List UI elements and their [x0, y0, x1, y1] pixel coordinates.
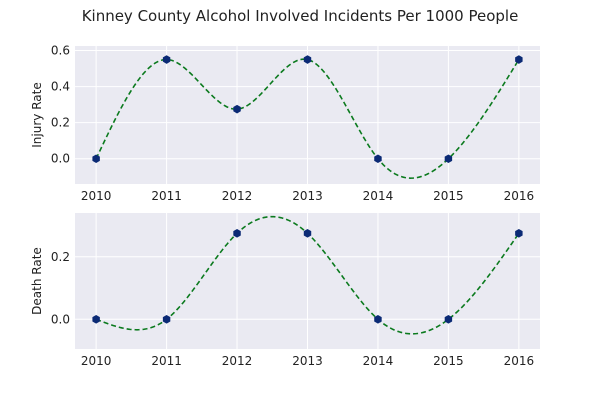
- x-tick-label: 2011: [151, 354, 182, 368]
- x-tick-label: 2012: [222, 354, 253, 368]
- y-tick-label: 0.2: [51, 250, 70, 264]
- x-tick-label: 2016: [504, 354, 535, 368]
- data-point: [444, 315, 453, 324]
- panel-2: 2010 2011 2012 2013 2014 2015 2016 0.0 0.2 Death …: [30, 213, 540, 368]
- data-point: [303, 55, 312, 64]
- x-tick-label: 2016: [504, 189, 535, 203]
- data-point: [162, 55, 171, 64]
- y-axis-label: Death Rate: [30, 247, 44, 315]
- data-point: [162, 315, 171, 324]
- x-tick-label: 2015: [433, 354, 464, 368]
- data-point: [374, 315, 382, 324]
- y-tick-label: 0.6: [51, 44, 70, 58]
- data-point: [92, 154, 100, 164]
- x-tick-label: 2012: [222, 189, 253, 203]
- x-tick-label: 2010: [81, 189, 112, 203]
- x-tick-label: 2013: [292, 354, 323, 368]
- y-tick-label: 0.0: [51, 312, 70, 326]
- data-point: [303, 229, 312, 238]
- data-point: [92, 315, 100, 324]
- data-point: [233, 229, 241, 238]
- x-tick-label: 2015: [433, 189, 464, 203]
- y-tick-label: 0.0: [51, 152, 70, 166]
- data-point: [515, 55, 523, 64]
- x-tick-label: 2014: [363, 354, 394, 368]
- data-point: [515, 229, 523, 238]
- x-tick-label: 2013: [292, 189, 323, 203]
- x-tick-label: 2010: [81, 354, 112, 368]
- data-point: [374, 154, 382, 164]
- y-tick-label: 0.4: [51, 80, 70, 94]
- y-axis-label: Injury Rate: [30, 82, 44, 147]
- chart-title: Kinney County Alcohol Involved Incidents…: [82, 7, 519, 25]
- y-tick-label: 0.2: [51, 116, 70, 130]
- data-point: [444, 154, 453, 164]
- x-tick-label: 2014: [363, 189, 394, 203]
- data-point: [233, 104, 241, 114]
- x-tick-label: 2011: [151, 189, 182, 203]
- panel-1: 2010 2011 2012 2013 2014 2015 2016 0.0 0.2 0.4 0.6…: [30, 44, 540, 203]
